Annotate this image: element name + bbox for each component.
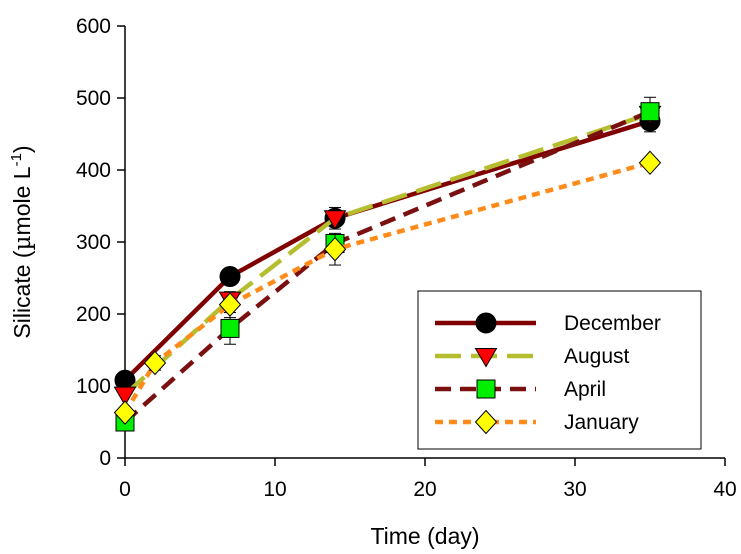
x-axis-ticks: 0 10 20 30 40	[119, 458, 737, 501]
y-tick-label: 0	[99, 447, 111, 470]
y-axis-title: Silicate (µmole L-1)	[8, 145, 36, 338]
legend-label: December	[564, 312, 661, 335]
legend-item-december: December	[435, 312, 661, 335]
legend-marker	[474, 409, 498, 435]
legend-label: August	[564, 345, 630, 368]
y-tick-label: 600	[76, 15, 111, 38]
data-point	[323, 210, 347, 230]
data-point	[220, 318, 240, 338]
y-tick-label: 400	[76, 159, 111, 182]
data-point	[143, 350, 167, 376]
series-january	[113, 150, 662, 425]
legend-label: January	[564, 411, 639, 434]
y-axis-title-mu: µ	[10, 235, 36, 250]
data-point	[638, 150, 662, 176]
x-tick-label: 10	[263, 478, 286, 501]
legend-marker	[475, 312, 497, 334]
y-axis-title-suffix: )	[9, 145, 35, 153]
data-point	[219, 266, 241, 288]
series-line	[123, 109, 651, 424]
legend-marker	[476, 379, 496, 399]
x-tick-label: 30	[563, 478, 586, 501]
legend-marker	[474, 348, 498, 368]
y-tick-label: 300	[76, 231, 111, 254]
series-line	[123, 160, 651, 414]
y-axis-title-superscript: -1	[8, 153, 25, 166]
y-tick-label: 100	[76, 375, 111, 398]
data-point	[113, 386, 137, 407]
y-tick-label: 500	[76, 87, 111, 110]
x-tick-label: 40	[713, 478, 736, 501]
series-layer	[113, 96, 662, 432]
x-tick-label: 20	[413, 478, 436, 501]
x-axis-title: Time (day)	[370, 523, 479, 549]
y-axis-title-unit: mole L	[9, 166, 35, 235]
series-line	[123, 118, 651, 382]
y-axis-title-prefix: Silicate (	[9, 250, 35, 339]
data-point	[323, 236, 347, 262]
data-point	[113, 400, 137, 425]
y-axis-ticks: 0 100 200 300 400 500 600	[76, 15, 125, 470]
legend-label: April	[564, 378, 606, 401]
data-point	[640, 102, 660, 122]
legend-item-april: April	[435, 378, 606, 401]
data-point	[218, 292, 242, 317]
y-tick-label: 200	[76, 303, 111, 326]
series-line	[123, 111, 651, 397]
legend-item-january: January	[435, 409, 639, 435]
legend-item-august: August	[435, 345, 630, 368]
legend: December August April January	[417, 290, 702, 450]
x-tick-label: 0	[119, 478, 131, 501]
